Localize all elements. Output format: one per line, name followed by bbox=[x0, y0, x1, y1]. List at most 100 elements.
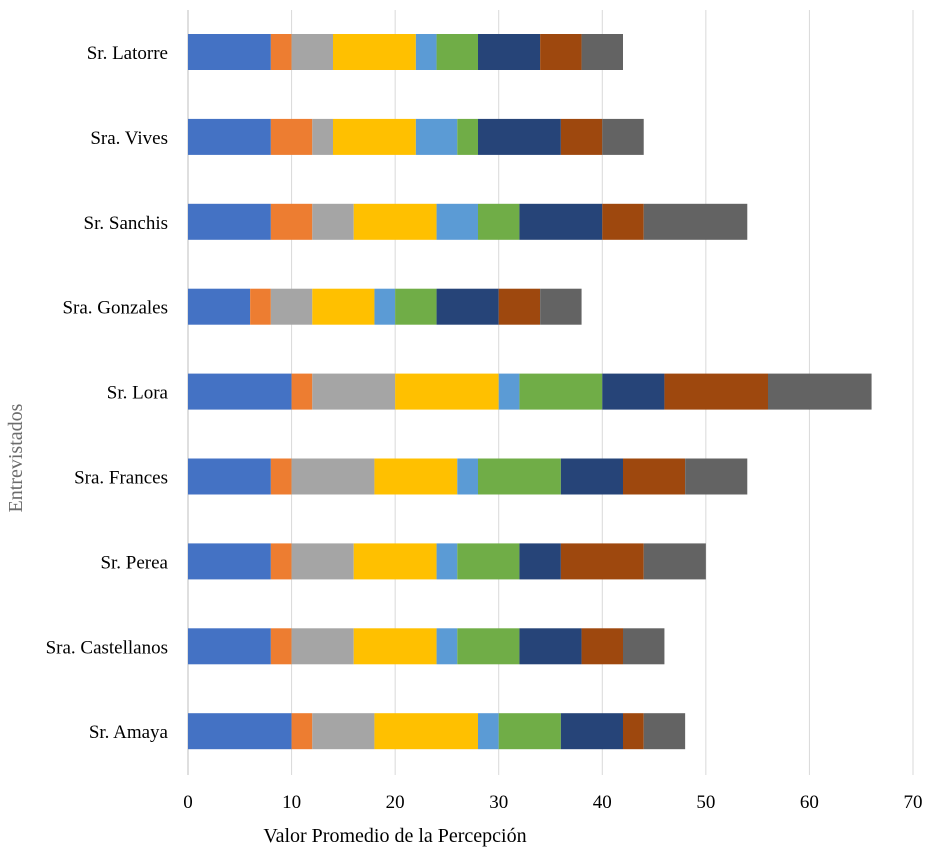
bar-segment bbox=[643, 203, 748, 240]
bar-segment bbox=[270, 118, 313, 155]
bar-segment bbox=[643, 543, 706, 580]
y-category-label: Sra. Frances bbox=[74, 468, 168, 489]
y-category-label: Sr. Sanchis bbox=[84, 213, 168, 234]
bar-segment bbox=[415, 118, 458, 155]
bar-segment bbox=[768, 373, 872, 410]
bar-segment bbox=[291, 628, 354, 665]
bar-segment bbox=[457, 118, 478, 155]
bar-segment bbox=[395, 288, 437, 325]
bar-segment bbox=[498, 288, 541, 325]
bar-segment bbox=[333, 118, 416, 155]
bar-segment bbox=[188, 203, 271, 240]
bar-segment bbox=[415, 34, 437, 70]
y-category-label: Sra. Castellanos bbox=[46, 637, 168, 658]
bar-segment bbox=[457, 543, 520, 580]
bar-segment bbox=[457, 628, 520, 665]
bar-segment bbox=[270, 543, 292, 580]
bar-segment bbox=[270, 458, 292, 495]
bar-segment bbox=[478, 713, 499, 750]
bar-segments bbox=[188, 34, 872, 750]
bar-segment bbox=[188, 34, 271, 70]
bar-segment bbox=[623, 628, 665, 665]
bar-segment bbox=[436, 288, 499, 325]
bar-segment bbox=[664, 373, 768, 410]
bar-segment bbox=[188, 713, 292, 750]
bar-segment bbox=[270, 203, 313, 240]
bar-segment bbox=[560, 543, 644, 580]
bar-segment bbox=[188, 458, 271, 495]
bar-segment bbox=[478, 118, 561, 155]
bar-segment bbox=[250, 288, 271, 325]
bar-segment bbox=[395, 373, 499, 410]
x-tick-label: 50 bbox=[696, 792, 715, 813]
bar-segment bbox=[291, 373, 313, 410]
y-category-label: Sr. Lora bbox=[107, 383, 169, 404]
x-tick-labels: 0 10 20 30 40 50 60 70 bbox=[183, 792, 922, 813]
bar-segment bbox=[519, 628, 582, 665]
bar-segment bbox=[188, 543, 271, 580]
bar-segment bbox=[270, 628, 292, 665]
x-tick-label: 70 bbox=[904, 792, 923, 813]
x-axis-title: Valor Promedio de la Percepción bbox=[263, 825, 526, 847]
bar-segment bbox=[602, 203, 644, 240]
bar-segment bbox=[436, 543, 458, 580]
bar-segment bbox=[560, 118, 603, 155]
bar-segment bbox=[519, 203, 603, 240]
x-tick-label: 20 bbox=[386, 792, 405, 813]
y-category-label: Sra. Vives bbox=[90, 128, 168, 149]
bar-segment bbox=[685, 458, 748, 495]
bar-segment bbox=[478, 458, 561, 495]
bar-segment bbox=[436, 203, 478, 240]
bar-segment bbox=[374, 458, 458, 495]
bar-segment bbox=[519, 543, 561, 580]
y-category-label: Sra. Gonzales bbox=[62, 298, 168, 319]
bar-segment bbox=[312, 373, 396, 410]
bar-segment bbox=[291, 543, 354, 580]
bar-segment bbox=[270, 288, 313, 325]
bar-segment bbox=[333, 34, 416, 70]
bar-segment bbox=[602, 118, 644, 155]
bar-segment bbox=[188, 628, 271, 665]
bar-segment bbox=[312, 713, 375, 750]
bar-segment bbox=[188, 373, 292, 410]
bar-segment bbox=[374, 288, 396, 325]
bar-segment bbox=[498, 713, 561, 750]
bar-segment bbox=[581, 628, 623, 665]
x-tick-label: 60 bbox=[800, 792, 819, 813]
y-category-labels: Sr. Latorre Sra. Vives Sr. Sanchis Sra. Gon… bbox=[46, 43, 169, 743]
bar-segment bbox=[478, 203, 520, 240]
bar-segment bbox=[519, 373, 603, 410]
bar-segment bbox=[312, 288, 375, 325]
y-axis-title: Entrevistados bbox=[5, 403, 27, 512]
bar-segment bbox=[540, 34, 582, 70]
y-category-label: Sr. Amaya bbox=[89, 722, 169, 743]
bar-segment bbox=[291, 458, 375, 495]
y-category-label: Sr. Latorre bbox=[87, 43, 168, 64]
bar-segment bbox=[540, 288, 582, 325]
bar-segment bbox=[560, 713, 623, 750]
bar-segment bbox=[188, 288, 251, 325]
bar-segment bbox=[374, 713, 478, 750]
bar-segment bbox=[623, 458, 686, 495]
bar-segment bbox=[353, 203, 437, 240]
bar-segment bbox=[457, 458, 478, 495]
bar-segment bbox=[188, 118, 271, 155]
bar-segment bbox=[560, 458, 623, 495]
bar-segment bbox=[291, 713, 313, 750]
bar-segment bbox=[353, 543, 437, 580]
bar-segment bbox=[643, 713, 686, 750]
bar-segment bbox=[312, 118, 333, 155]
x-tick-label: 0 bbox=[183, 792, 193, 813]
bar-segment bbox=[602, 373, 665, 410]
y-category-label: Sr. Perea bbox=[100, 552, 168, 573]
bar-segment bbox=[498, 373, 520, 410]
bar-segment bbox=[270, 34, 292, 70]
x-tick-label: 40 bbox=[593, 792, 612, 813]
bar-segment bbox=[312, 203, 354, 240]
bar-segment bbox=[581, 34, 623, 70]
bar-segment bbox=[478, 34, 541, 70]
bar-segment bbox=[436, 34, 478, 70]
x-tick-label: 30 bbox=[489, 792, 508, 813]
x-tick-label: 10 bbox=[282, 792, 301, 813]
